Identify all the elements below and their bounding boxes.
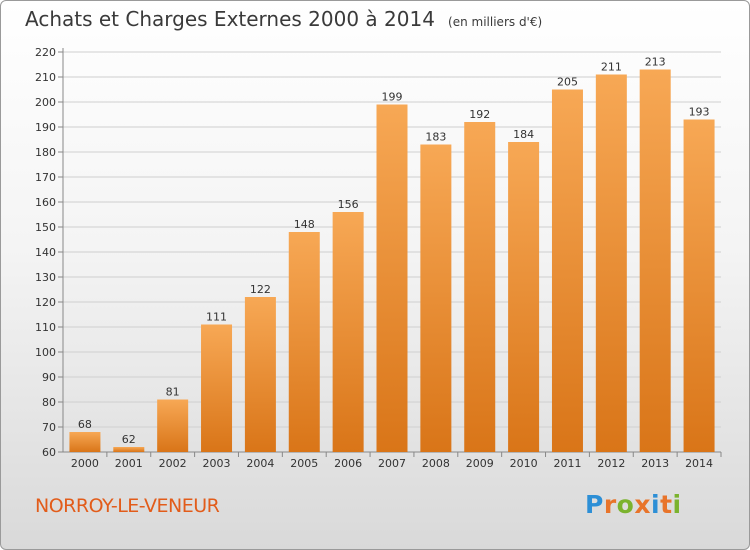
bar-value-label: 199 <box>382 91 403 104</box>
x-tick-label: 2011 <box>553 457 581 470</box>
y-tick-label: 140 <box>35 246 56 259</box>
y-tick-label: 70 <box>42 421 56 434</box>
y-tick-label: 150 <box>35 221 56 234</box>
x-tick-label: 2003 <box>203 457 231 470</box>
bar-value-label: 148 <box>294 218 315 231</box>
bar <box>288 232 320 452</box>
bar-value-label: 81 <box>166 386 180 399</box>
bar <box>639 69 671 452</box>
logo-letter: i <box>672 490 682 519</box>
title-row: Achats et Charges Externes 2000 à 2014 (… <box>25 7 542 31</box>
x-tick-label: 2000 <box>71 457 99 470</box>
y-tick-label: 110 <box>35 321 56 334</box>
y-tick-label: 190 <box>35 121 56 134</box>
bar <box>376 104 408 452</box>
bar <box>464 122 496 452</box>
bar <box>244 297 276 452</box>
x-tick-label: 2001 <box>115 457 143 470</box>
y-tick-label: 120 <box>35 296 56 309</box>
bar <box>683 119 715 452</box>
logo-letter: r <box>603 490 617 519</box>
city-name: NORROY-LE-VENEUR <box>35 495 220 517</box>
x-tick-label: 2007 <box>378 457 406 470</box>
bar-value-label: 183 <box>425 131 446 144</box>
x-tick-label: 2002 <box>159 457 187 470</box>
y-tick-label: 170 <box>35 171 56 184</box>
x-tick-label: 2009 <box>466 457 494 470</box>
x-tick-label: 2013 <box>641 457 669 470</box>
bar-value-label: 211 <box>601 61 622 74</box>
bar-value-label: 122 <box>250 283 271 296</box>
y-tick-label: 80 <box>42 396 56 409</box>
bar-value-label: 184 <box>513 128 534 141</box>
y-tick-label: 180 <box>35 146 56 159</box>
bar <box>420 144 452 452</box>
logo-letter: P <box>585 490 604 519</box>
chart-title: Achats et Charges Externes 2000 à 2014 <box>25 7 435 31</box>
x-tick-label: 2012 <box>597 457 625 470</box>
logo-letter: t <box>660 490 673 519</box>
y-tick-label: 200 <box>35 96 56 109</box>
bar <box>332 212 364 452</box>
bar <box>157 399 189 452</box>
y-tick-label: 160 <box>35 196 56 209</box>
bar <box>551 89 583 452</box>
bar-value-label: 213 <box>645 56 666 69</box>
bar-value-label: 205 <box>557 76 578 89</box>
bar <box>508 142 540 452</box>
bar-value-label: 156 <box>338 198 359 211</box>
x-tick-label: 2006 <box>334 457 362 470</box>
y-tick-label: 130 <box>35 271 56 284</box>
y-tick-label: 220 <box>35 46 56 59</box>
bar <box>69 432 101 452</box>
bar-value-label: 62 <box>122 433 136 446</box>
bar <box>201 324 233 452</box>
x-tick-label: 2005 <box>290 457 318 470</box>
x-tick-label: 2008 <box>422 457 450 470</box>
x-tick-label: 2014 <box>685 457 713 470</box>
x-tick-label: 2010 <box>510 457 538 470</box>
y-tick-label: 60 <box>42 446 56 459</box>
bar-value-label: 193 <box>689 106 710 119</box>
y-tick-label: 100 <box>35 346 56 359</box>
chart-subtitle: (en milliers d'€) <box>448 15 543 29</box>
bar-value-label: 111 <box>206 311 227 324</box>
y-tick-label: 210 <box>35 71 56 84</box>
logo-letter: o <box>616 490 635 519</box>
proxiti-logo: Proxiti <box>585 490 682 519</box>
bar <box>113 447 145 452</box>
x-tick-label: 2004 <box>246 457 274 470</box>
bar-value-label: 192 <box>469 108 490 121</box>
bar-value-label: 68 <box>78 418 92 431</box>
logo-letter: i <box>651 490 661 519</box>
logo-letter: x <box>634 490 651 519</box>
y-tick-label: 90 <box>42 371 56 384</box>
bar <box>595 74 627 452</box>
